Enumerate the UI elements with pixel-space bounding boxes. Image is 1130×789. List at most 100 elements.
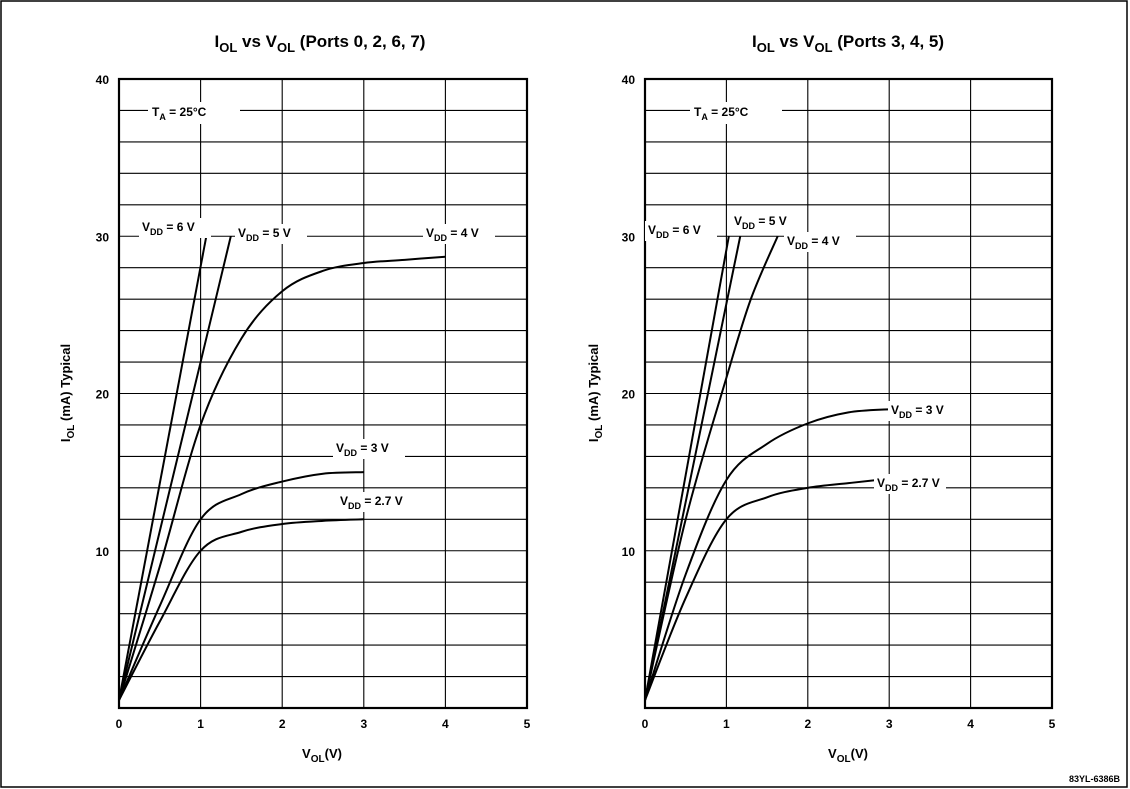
series-label-main: V [336,441,344,455]
series-label-bg [235,224,307,244]
series-line-1 [118,236,208,701]
ta-annotation: TA = 25°C [694,105,749,122]
series-label-3: VDD = 4 V [426,226,479,243]
series-line-2 [644,236,742,701]
series-line-4 [118,471,364,701]
y-tick-label: 40 [96,73,110,87]
ta-main: T [152,105,160,119]
series-label-2: VDD = 5 V [734,214,787,231]
series-label-5: VDD = 2.7 V [877,476,940,493]
title-sub: OL [757,40,775,55]
series-label-tail: = 3 V [357,441,389,455]
series-label-main: V [340,494,348,508]
x-axis-label-tail: (V) [851,746,868,761]
series-label-tail: = 5 V [259,226,291,240]
series-label-sub: DD [344,448,357,458]
series-label-sub: DD [150,227,163,237]
series-label-2: VDD = 5 V [238,226,291,243]
title-sub: OL [219,40,237,55]
title-sub2: OL [277,40,295,55]
title-main: I [215,32,220,51]
x-tick-label: 1 [723,717,730,731]
series-label-bg [333,439,405,459]
x-tick-label: 2 [804,717,811,731]
figure-code: 83YL-6386B [1069,774,1121,784]
x-axis-label-main: V [828,746,837,761]
series-label-tail: = 3 V [912,403,944,417]
series-line-2 [118,236,232,701]
series-label-tail: = 2.7 V [898,476,940,490]
x-axis-label: VOL(V) [828,746,868,765]
series-label-sub: DD [348,501,361,511]
series-label-main: V [426,226,434,240]
y-tick-label: 10 [622,545,636,559]
title-sub2: OL [814,40,832,55]
series-line-1 [644,236,730,701]
x-axis-label-tail: (V) [325,746,342,761]
title-tail: (Ports 3, 4, 5) [833,32,944,51]
series-label-sub: DD [656,230,669,240]
x-tick-label: 2 [279,717,286,731]
x-tick-label: 4 [442,717,449,731]
x-tick-label: 5 [524,717,531,731]
series-label-bg [888,401,960,421]
x-tick-label: 4 [967,717,974,731]
x-tick-label: 0 [642,717,649,731]
series-label-bg [337,492,409,512]
y-tick-label: 30 [96,230,110,244]
series-label-3: VDD = 4 V [787,234,840,251]
series-label-sub: DD [434,233,447,243]
series-line-3 [118,255,446,701]
series-line-4 [644,408,890,701]
series-label-5: VDD = 2.7 V [340,494,403,511]
series-label-sub: DD [795,241,808,251]
series-label-bg [139,218,211,238]
plot-frame [643,77,1054,710]
series-line-3 [644,235,779,701]
y-axis-label-sub: OL [66,425,77,439]
series-label-sub: DD [246,233,259,243]
series-label-main: V [891,403,899,417]
y-axis-label-main: I [58,438,73,442]
x-tick-label: 0 [116,717,123,731]
series-label-sub: DD [899,410,912,420]
series-label-bg [645,221,717,241]
ta-annotation: TA = 25°C [152,105,207,122]
y-tick-label: 30 [622,230,636,244]
y-tick-label: 20 [622,388,636,402]
series-label-main: V [877,476,885,490]
series-label-bg [874,474,946,494]
ta-annotation-bg [148,102,240,124]
series-label-main: V [734,214,742,228]
series-label-bg [731,212,803,232]
y-axis-label: IOL (mA) Typical [58,344,77,442]
y-axis-label: IOL (mA) Typical [586,344,605,442]
ta-sub: A [159,112,166,122]
ta-sub: A [701,112,708,122]
series-line-5 [644,478,878,701]
series-label-main: V [142,220,150,234]
ta-tail: = 25°C [166,105,207,119]
x-axis-label-main: V [302,746,311,761]
series-label-main: V [787,234,795,248]
x-axis-label: VOL(V) [302,746,342,765]
series-label-4: VDD = 3 V [891,403,944,420]
series-label-tail: = 5 V [755,214,787,228]
ta-annotation-bg [690,102,782,124]
series-label-tail: = 4 V [808,234,840,248]
series-label-main: V [238,226,246,240]
x-axis-label-sub: OL [311,754,325,765]
series-label-sub: DD [742,221,755,231]
series-label-1: VDD = 6 V [648,223,701,240]
ta-tail: = 25°C [708,105,749,119]
title-tail: (Ports 0, 2, 6, 7) [295,32,425,51]
series-label-tail: = 6 V [163,220,195,234]
series-label-main: V [648,223,656,237]
chart-title: IOL vs VOL (Ports 0, 2, 6, 7) [215,32,426,55]
y-tick-label: 20 [96,388,110,402]
chart-title: IOL vs VOL (Ports 3, 4, 5) [752,32,944,55]
y-tick-label: 10 [96,545,110,559]
series-label-tail: = 4 V [447,226,479,240]
